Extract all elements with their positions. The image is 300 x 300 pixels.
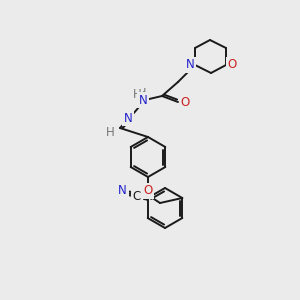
Text: N: N bbox=[186, 58, 194, 71]
Text: N: N bbox=[118, 184, 127, 196]
Text: O: O bbox=[180, 95, 190, 109]
Text: C: C bbox=[133, 190, 141, 203]
Text: H: H bbox=[106, 127, 114, 140]
Text: H: H bbox=[133, 88, 141, 100]
Text: N: N bbox=[124, 112, 132, 124]
Text: N: N bbox=[139, 94, 147, 106]
Text: H: H bbox=[138, 88, 146, 98]
Text: O: O bbox=[227, 58, 237, 71]
Text: O: O bbox=[143, 184, 153, 197]
